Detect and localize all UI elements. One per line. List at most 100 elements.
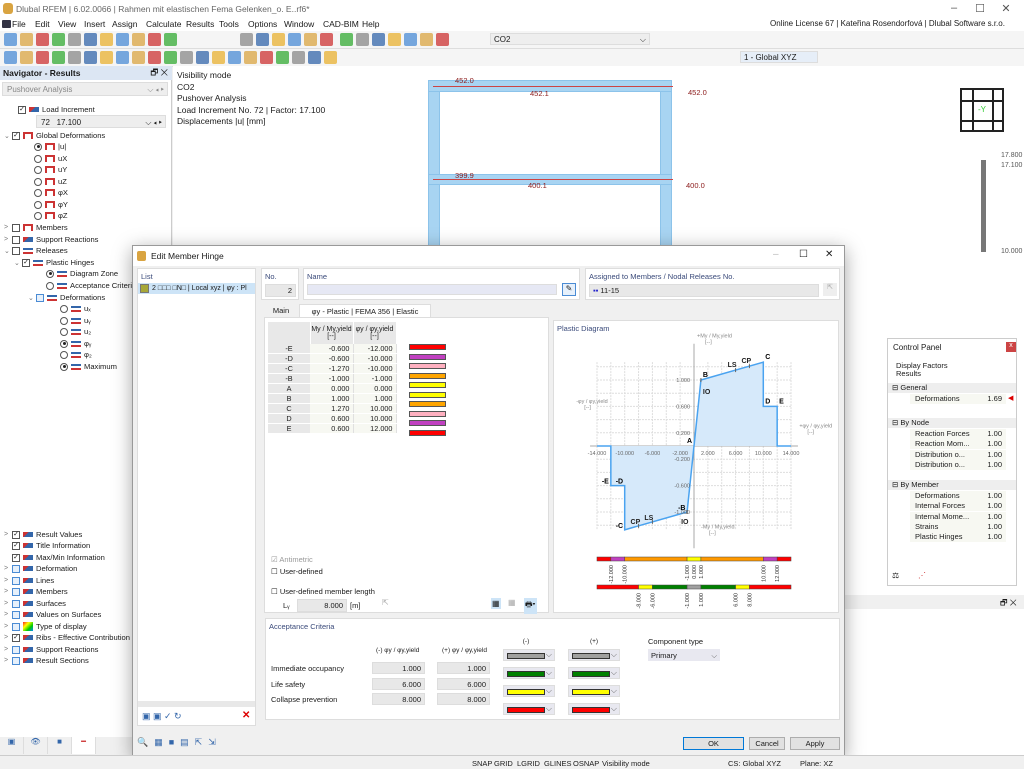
tree-item[interactable]: ✓ Load Increment <box>10 104 95 115</box>
tree-item[interactable]: > Support Reactions <box>4 644 98 655</box>
camera-icon[interactable]: ■ <box>48 737 72 754</box>
criteria-color-select[interactable]: ⌵ <box>503 685 555 697</box>
app-menu-icon[interactable] <box>2 20 11 28</box>
table-row[interactable]: C 1.270 10.000 <box>268 403 397 414</box>
table-row[interactable]: D 0.600 10.000 <box>268 413 397 424</box>
radio-button[interactable] <box>34 142 42 151</box>
tree-item[interactable]: > Type of display <box>4 621 87 632</box>
tree-item[interactable]: > Surfaces <box>4 598 66 609</box>
zone-color-swatch[interactable] <box>409 344 446 350</box>
view3-icon[interactable] <box>272 33 285 46</box>
tree-item[interactable]: Diagram Zone <box>38 268 118 279</box>
pick-icon[interactable]: ⇱ <box>382 598 389 607</box>
radio-button[interactable] <box>60 304 68 313</box>
rotation-ratio-cell[interactable]: -1.000 <box>353 373 397 384</box>
checkbox[interactable] <box>12 587 20 596</box>
close-button[interactable]: ✕ <box>825 249 834 260</box>
undo-icon[interactable] <box>148 33 161 46</box>
table-row[interactable]: -E -0.600 -12.000 <box>268 344 397 354</box>
result-icon[interactable] <box>276 51 289 64</box>
menu-file[interactable]: File <box>12 19 26 29</box>
target-icon[interactable] <box>372 33 385 46</box>
load-icon[interactable] <box>116 51 129 64</box>
load-wizard-icon[interactable] <box>420 33 433 46</box>
checkbox[interactable]: ✓ <box>12 633 20 642</box>
criteria-color-select[interactable]: ⌵ <box>503 667 555 679</box>
checkbox[interactable] <box>12 235 20 244</box>
tab-plastic[interactable]: φy - Plastic | FEMA 356 | Elastic <box>299 304 431 318</box>
chevron-right-icon[interactable]: > <box>4 634 9 641</box>
menu-cad-bim[interactable]: CAD-BIM <box>323 19 359 29</box>
rotation-ratio-cell[interactable]: 0.000 <box>353 383 397 394</box>
loadcase-select[interactable]: CO2 ⌵ <box>490 33 650 45</box>
eye-icon[interactable]: 👁 <box>24 737 48 754</box>
rotation-ratio-cell[interactable]: -10.000 <box>353 353 397 364</box>
view1-icon[interactable] <box>240 33 253 46</box>
zone-color-swatch[interactable] <box>409 382 446 388</box>
line-icon[interactable] <box>20 51 33 64</box>
guide-icon[interactable] <box>244 51 257 64</box>
factor-value[interactable]: 1.00 <box>987 429 1002 438</box>
checkbox[interactable] <box>12 656 20 665</box>
collapse-icon[interactable]: ⊟ <box>892 383 901 392</box>
menu-view[interactable]: View <box>58 19 77 29</box>
factor-row[interactable]: Reaction Forces 1.00 <box>910 429 1006 439</box>
chevron-right-icon[interactable]: > <box>4 623 9 630</box>
view2-icon[interactable] <box>256 33 269 46</box>
menu-calculate[interactable]: Calculate <box>146 19 182 29</box>
tab-main[interactable]: Main <box>265 305 297 317</box>
save-icon[interactable] <box>84 33 97 46</box>
moment-ratio-cell[interactable]: -0.600 <box>310 344 354 354</box>
criteria-color-select[interactable]: ⌵ <box>568 703 620 715</box>
radio-button[interactable] <box>34 200 42 209</box>
analysis-select[interactable]: Pushover Analysis ⌵ ◂ ▸ <box>2 82 168 96</box>
node-icon[interactable] <box>4 51 17 64</box>
factor-row[interactable]: Strains 1.00 <box>910 521 1006 532</box>
factor-value[interactable]: 1.00 <box>987 439 1002 449</box>
criteria-color-select[interactable]: ⌵ <box>503 703 555 715</box>
hinge-list-item[interactable]: 2 □□□ □N□ | Local xyz | φy : Pl <box>138 283 255 294</box>
factor-value[interactable]: 1.00 <box>987 511 1002 521</box>
export-icon[interactable]: ▦ <box>491 598 501 609</box>
tree-item[interactable]: uᵧ <box>52 315 91 326</box>
radio-button[interactable] <box>46 269 54 278</box>
criterion-negative-input[interactable]: 6.000 <box>372 677 425 690</box>
load-wizard2-icon[interactable] <box>436 33 449 46</box>
radio-button[interactable] <box>34 154 42 163</box>
tree-item[interactable]: > Members <box>4 222 68 233</box>
menu-assign[interactable]: Assign <box>112 19 138 29</box>
status-visibility-mode[interactable]: Visibility mode <box>602 759 650 768</box>
radio-button[interactable] <box>46 281 54 290</box>
status-glines[interactable]: GLINES <box>544 759 572 768</box>
menu-window[interactable]: Window <box>284 19 315 29</box>
maximize-button[interactable]: ☐ <box>799 249 808 260</box>
view6-icon[interactable] <box>320 33 333 46</box>
checkbox[interactable]: ✓ <box>12 131 20 140</box>
solid-icon[interactable] <box>164 51 177 64</box>
grid-icon[interactable] <box>148 51 161 64</box>
checkbox[interactable] <box>12 223 20 232</box>
import-icon[interactable]: ▦ <box>508 598 516 607</box>
table-row[interactable]: -B -1.000 -1.000 <box>268 373 397 384</box>
chevron-right-icon[interactable]: > <box>4 236 9 243</box>
moment-ratio-cell[interactable]: -1.270 <box>310 363 354 374</box>
checkbox[interactable]: ✓ <box>12 541 20 550</box>
dlubal-center-icon[interactable] <box>36 33 49 46</box>
maximize-button[interactable]: ☐ <box>975 3 985 15</box>
chevron-right-icon[interactable]: > <box>4 646 9 653</box>
anim-icon[interactable] <box>324 51 337 64</box>
checkbox[interactable]: ✓ <box>12 530 20 539</box>
deform-icon[interactable] <box>308 51 321 64</box>
collapse-icon[interactable]: ⊟ <box>892 418 901 427</box>
zone-color-swatch[interactable] <box>409 372 446 379</box>
table-row[interactable]: B 1.000 1.000 <box>268 393 397 404</box>
radio-button[interactable] <box>60 316 68 325</box>
moment-ratio-cell[interactable]: 0.600 <box>310 413 354 424</box>
new-item-icon[interactable]: ▣ ▣ ✓ ↻ <box>142 711 182 721</box>
display-tab-icon[interactable]: ⋰ <box>918 571 926 580</box>
new-icon[interactable] <box>4 33 17 46</box>
page-icon[interactable] <box>132 33 145 46</box>
tree-item[interactable]: > ✓ Result Values <box>4 529 82 540</box>
menu-edit[interactable]: Edit <box>35 19 50 29</box>
redo-icon[interactable] <box>164 33 177 46</box>
